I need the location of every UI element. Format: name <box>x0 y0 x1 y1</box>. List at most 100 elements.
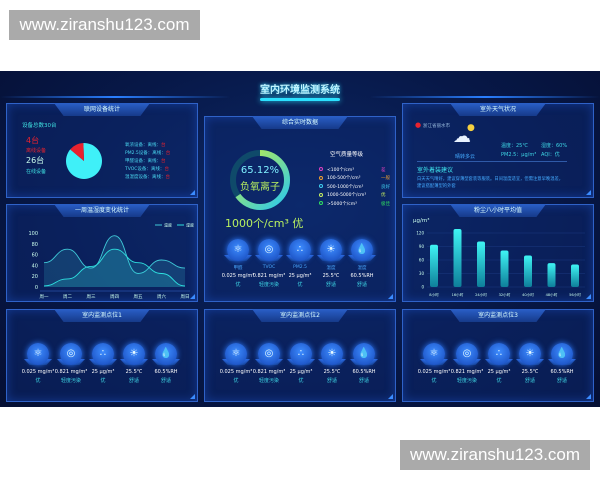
grade-level: 良好 <box>381 184 390 190</box>
bar-chart: μg/m³ 0 30 60 90 120 8小时 16小时 24小时 32小时 40小时 48小时 56… <box>413 217 585 297</box>
location-pin-icon: ● <box>415 121 422 129</box>
metric-value: 25 μg/m³ <box>487 369 511 375</box>
metric-status: 优 <box>233 378 239 384</box>
sun-icon: ● <box>467 123 475 133</box>
device-state: 离线： <box>150 167 165 172</box>
corner-mark <box>586 394 591 399</box>
device-name: 温湿度设备： <box>125 175 152 180</box>
metric-status: 舒适 <box>356 282 367 288</box>
device-list-item: PM2.5设备：离线：台 <box>125 150 170 156</box>
ion-reading: 1000个/cm³ 优 <box>225 217 304 230</box>
panel-title: 室内监测点位3 <box>450 309 546 322</box>
metric-status: 舒适 <box>325 282 336 288</box>
corner-mark <box>190 190 195 195</box>
y-axis-unit: μg/m³ <box>413 217 429 224</box>
molecule-icon: ⚛ <box>225 343 247 365</box>
y-tick-label: 20 <box>32 274 38 280</box>
series-area <box>44 235 185 287</box>
x-tick-label: 8小时 <box>429 292 439 297</box>
bar <box>500 250 509 287</box>
metric-status: 舒适 <box>160 378 171 384</box>
device-unit: 台 <box>165 175 171 180</box>
metric-value: 0.821 mg/m³ <box>54 369 88 375</box>
metric-status: 优 <box>35 378 41 384</box>
y-tick-label: 90 <box>419 244 425 249</box>
metric-status: 舒适 <box>358 378 369 384</box>
metric-value: 0.821 mg/m³ <box>252 273 286 279</box>
monitoring-point-panel-1: 室内监测点位1 ⚛ 0.025 mg/m³ 优 ◎ 0.821 mg/m³ 轻度污染 ∴ 25 … <box>6 309 198 402</box>
watermark-bottom: www.ziranshu123.com <box>400 440 590 470</box>
metric-status: 优 <box>496 378 502 384</box>
device-state: 离线： <box>147 143 162 148</box>
weather-condition: 晴转多云 <box>455 154 476 160</box>
donut-arc <box>230 150 290 210</box>
x-tick-label: 周一 <box>40 294 49 300</box>
x-tick-label: 16小时 <box>452 292 464 297</box>
metric-status: 轻度污染 <box>258 282 279 288</box>
metric-status: 舒适 <box>128 378 139 384</box>
metric-status: 舒适 <box>524 378 535 384</box>
metric-value: 60.5%RH <box>352 369 376 375</box>
bar <box>477 241 485 287</box>
bubble-icon: ◎ <box>258 343 280 365</box>
advice-text: 白天天气晴好，建议穿薄型套装等服装。日间温度适宜，但需注意早晚温差，建议搭配薄型… <box>417 177 564 189</box>
device-unit: 台 <box>164 167 169 172</box>
bubble-icon: ◎ <box>258 239 280 261</box>
bar-chart-panel: 粉尘八小时平均值 μg/m³ 0 30 60 90 120 8小时 16小时 24小时 32小时 4… <box>402 204 594 302</box>
corner-mark <box>388 394 393 399</box>
y-tick-label: 0 <box>421 285 424 290</box>
weather-location: 浙江省丽水市 <box>423 124 450 129</box>
page-title: 室内环境监测系统 <box>260 85 340 96</box>
bar <box>524 255 532 287</box>
molecule-icon: ⚛ <box>27 343 49 365</box>
series-line <box>43 248 186 287</box>
grade-marker-icon <box>319 167 323 171</box>
dust-icon: ∴ <box>289 239 311 261</box>
metric-label: 湿度 <box>357 266 367 271</box>
bar <box>430 244 438 287</box>
panel-title: 粉尘八小时平均值 <box>450 204 546 217</box>
device-name: 甲醛设备： <box>125 159 148 164</box>
grade-marker-icon <box>319 175 323 180</box>
metric-value: 0.025 mg/m³ <box>21 369 55 375</box>
grade-range: 500-1000个/cm³ <box>327 184 364 190</box>
panel-title: 联网设备统计 <box>54 103 150 116</box>
grade-level: 一般 <box>381 176 390 181</box>
metric-status: 优 <box>235 282 241 288</box>
water-drop-icon: 💧 <box>551 343 573 365</box>
metric-status: 优 <box>431 378 437 384</box>
corner-mark <box>388 294 393 299</box>
metric-value: 25 μg/m³ <box>288 273 312 279</box>
metric-value: 0.025 mg/m³ <box>221 273 255 279</box>
monitoring-point-panel-3: 室内监测点位3 ⚛ 0.025 mg/m³ 优 ◎ 0.821 mg/m³ 轻度污染 ∴ 25 … <box>402 309 594 402</box>
pie-slice-online <box>66 143 102 179</box>
y-tick-label: 0 <box>35 285 38 291</box>
device-list-item: TVOC设备：离线：台 <box>125 166 169 172</box>
offline-count: 4台 <box>26 136 40 145</box>
weather-panel: 室外天气状况 ● 浙江省丽水市 ☁ ● 晴转多云 温度：25℃ 湿度：60% P… <box>402 103 594 198</box>
y-tick-label: 60 <box>32 253 38 259</box>
online-count: 26台 <box>26 156 45 165</box>
metric-value: 25.5℃ <box>125 369 143 375</box>
metric-label: 温度 <box>326 266 336 271</box>
device-list-item: 温湿度设备：离线：台 <box>125 174 170 180</box>
metric-status: 舒适 <box>326 378 337 384</box>
thermometer-icon: ☀ <box>123 343 145 365</box>
panel-title: 室内监测点位1 <box>54 309 150 322</box>
grade-level: 优 <box>381 193 386 198</box>
legend-label: 湿度 <box>186 222 194 228</box>
ion-percent: 65.12% <box>240 165 280 176</box>
water-drop-icon: 💧 <box>155 343 177 365</box>
grade-range: 100-500个/cm³ <box>327 176 361 181</box>
monitoring-point-panel-2: 室内监测点位2 ⚛ 0.025 mg/m³ 优 ◎ 0.821 mg/m³ 轻度污染 ∴ 25 … <box>204 309 396 402</box>
panel-title: 室外天气状况 <box>450 103 546 116</box>
x-tick-label: 48小时 <box>546 292 558 297</box>
y-tick-label: 100 <box>28 231 38 237</box>
molecule-icon: ⚛ <box>227 239 249 261</box>
x-tick-label: 周二 <box>63 294 72 300</box>
dashboard: 室内环境监测系统 联网设备统计 设备总数30台 4台 离线设备 26台 在线设备… <box>0 71 600 407</box>
pie-slice-offline <box>70 143 84 161</box>
offline-label: 离线设备 <box>26 148 47 154</box>
partly-cloudy-icon: ☁ <box>453 126 471 147</box>
line-chart: 0 20 40 60 80 100 周一 周二 周三 周四 周五 周六 周日 温度 湿度 <box>28 222 194 301</box>
